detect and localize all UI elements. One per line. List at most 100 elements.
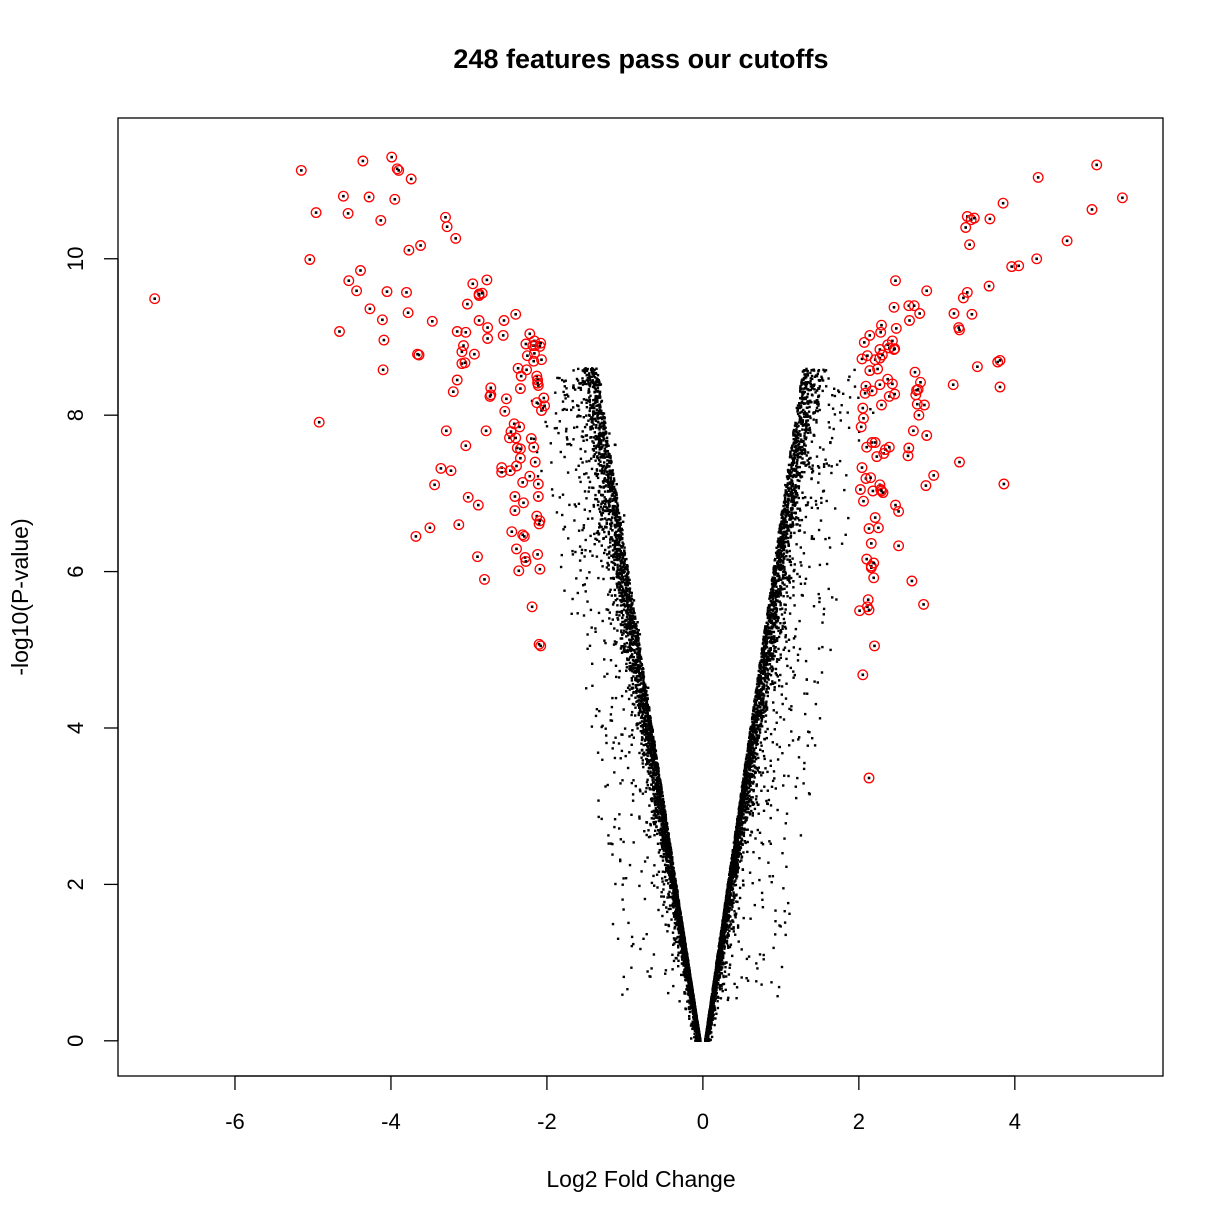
data-point	[610, 524, 613, 528]
data-point	[783, 587, 786, 590]
data-point	[620, 589, 623, 592]
data-point	[630, 713, 633, 717]
data-point	[732, 901, 735, 904]
data-point	[756, 828, 759, 832]
data-point	[649, 822, 652, 826]
data-point	[760, 719, 763, 723]
data-point	[646, 762, 649, 765]
data-point	[613, 771, 616, 774]
data-point	[766, 674, 769, 678]
data-point	[759, 670, 762, 673]
data-point	[869, 408, 872, 411]
data-point	[641, 702, 644, 705]
data-point	[644, 719, 648, 722]
data-point	[609, 536, 612, 539]
data-point	[622, 708, 625, 711]
data-point	[660, 838, 663, 842]
data-point	[835, 598, 838, 601]
data-point	[665, 845, 669, 848]
data-point	[710, 1015, 713, 1018]
data-point	[602, 444, 605, 447]
data-point	[847, 378, 850, 382]
data-point	[623, 605, 627, 608]
data-point	[804, 464, 807, 467]
data-point	[787, 463, 791, 467]
data-point	[616, 515, 620, 519]
data-point	[665, 849, 669, 853]
data-point	[597, 462, 600, 466]
data-point	[726, 944, 730, 947]
data-point	[673, 927, 676, 930]
data-point	[752, 713, 756, 716]
data-point	[817, 404, 820, 407]
data-point	[606, 462, 609, 466]
data-point	[806, 369, 809, 373]
data-point	[678, 935, 682, 938]
data-point	[786, 508, 789, 512]
data-point	[745, 755, 748, 759]
data-point	[779, 622, 782, 625]
data-point	[666, 867, 670, 870]
data-point	[579, 457, 583, 460]
data-point	[608, 500, 612, 503]
data-point	[781, 576, 784, 580]
data-point	[619, 528, 622, 531]
data-point	[575, 425, 579, 429]
data-point	[646, 716, 649, 719]
data-point	[611, 618, 614, 621]
data-point	[588, 510, 592, 513]
data-point	[750, 765, 753, 768]
data-point	[765, 736, 768, 740]
data-point	[694, 1034, 697, 1038]
data-point	[790, 446, 794, 449]
data-point	[639, 661, 642, 664]
data-point	[822, 448, 825, 451]
data-point	[602, 485, 605, 488]
data-point	[792, 499, 795, 502]
data-point	[790, 705, 793, 708]
data-point	[760, 655, 763, 658]
data-point	[761, 660, 764, 663]
data-point	[799, 384, 802, 388]
data-point	[796, 653, 800, 656]
data-point	[803, 373, 806, 376]
data-point	[618, 586, 621, 589]
data-point	[745, 816, 749, 819]
data-point	[667, 882, 670, 885]
data-point	[613, 588, 616, 592]
data-point	[771, 779, 775, 783]
data-point	[775, 711, 778, 714]
data-point	[726, 920, 729, 923]
data-point	[790, 490, 793, 493]
data-point	[631, 637, 634, 640]
data-point	[643, 860, 647, 863]
data-point	[660, 830, 663, 834]
data-point	[606, 608, 610, 612]
data-point	[594, 537, 597, 540]
data-point	[752, 728, 756, 731]
data-point	[568, 442, 571, 446]
data-point	[735, 877, 738, 880]
data-point	[755, 733, 758, 736]
data-point	[626, 611, 630, 614]
data-point	[612, 601, 616, 604]
data-point	[629, 625, 632, 628]
data-point	[665, 867, 668, 870]
data-point	[621, 620, 624, 624]
data-point	[624, 574, 627, 577]
data-point	[593, 431, 596, 434]
data-point	[741, 879, 745, 882]
data-point	[765, 704, 768, 708]
data-point	[646, 784, 649, 787]
data-point	[619, 757, 622, 760]
data-point	[785, 475, 789, 478]
data-point	[593, 368, 596, 372]
data-point	[755, 737, 758, 740]
data-point	[674, 918, 677, 921]
data-point	[619, 599, 622, 602]
data-point	[620, 553, 624, 557]
data-point	[784, 503, 787, 507]
data-point	[668, 904, 672, 907]
data-point	[768, 659, 772, 662]
data-point	[638, 683, 641, 686]
